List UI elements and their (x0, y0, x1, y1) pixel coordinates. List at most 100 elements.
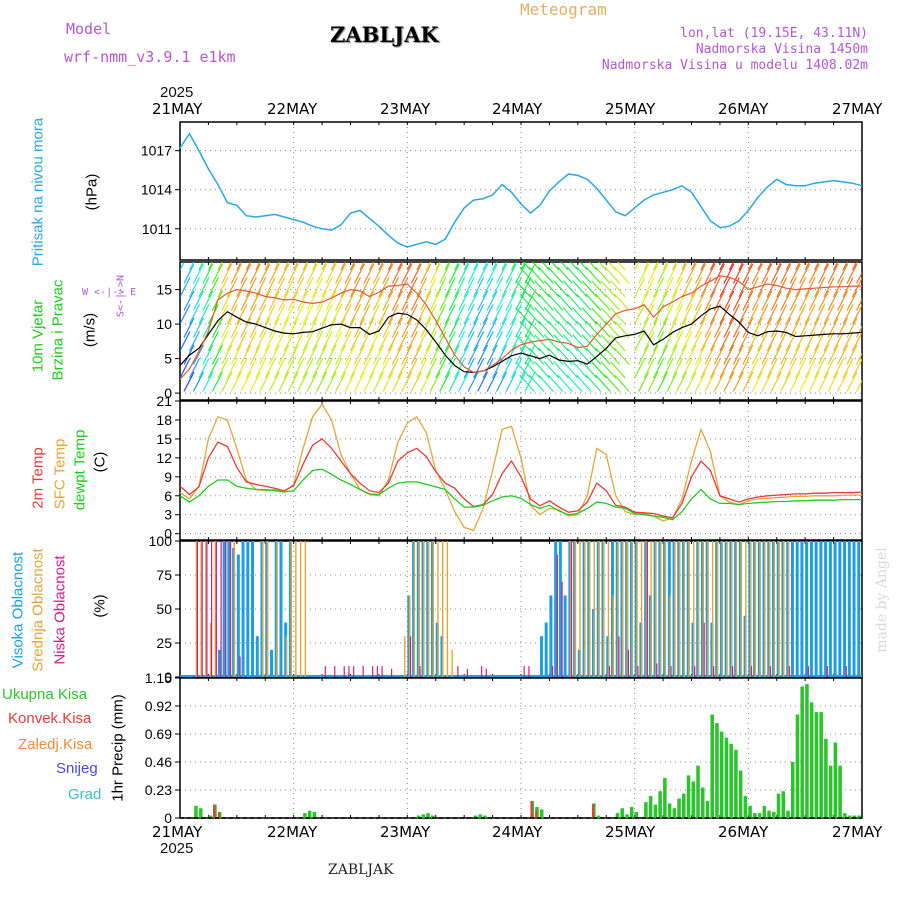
wind-arrow (425, 358, 437, 379)
precip-total-bar (416, 815, 421, 818)
wind-arrow (240, 290, 252, 311)
wind-arrow (766, 262, 773, 271)
wind-arrow (827, 290, 839, 311)
wind-arrow (259, 344, 271, 365)
wind-arrow (463, 262, 469, 271)
wind-arrow (672, 304, 684, 325)
wind-arrow (226, 331, 238, 352)
date-bottom-2: 23MAY (380, 823, 431, 841)
pressure-panel: 1011 1014 1017 (141, 121, 863, 261)
wind-arrow (634, 304, 646, 325)
wind-arrow (363, 317, 375, 338)
precip-total-bar (625, 814, 629, 818)
cloud-low-bar (646, 541, 648, 677)
wind-arrow (183, 344, 195, 365)
wind-arrow (188, 262, 195, 271)
cloud-mid-bar (730, 541, 733, 677)
precip-total-bar (757, 813, 762, 818)
wind-arrow (401, 371, 413, 392)
wind-arrow (789, 263, 801, 284)
cloud-mid-bar (782, 541, 785, 677)
wind-arrow (202, 371, 214, 392)
cloud-low-bar (608, 666, 611, 677)
wind-arrow (353, 290, 366, 311)
precip-total-bar (208, 815, 212, 818)
wind-arrow (397, 331, 409, 352)
wind-arrow (747, 277, 759, 298)
cloud-ytick-label: 50 (156, 601, 172, 617)
wind-arrow (325, 344, 337, 365)
temperature-panel: 0 3 6 9 12 15 18 21 (156, 393, 863, 542)
wind-arrow (770, 290, 782, 311)
wind-arrow (458, 317, 470, 338)
wind-arrow (230, 317, 242, 338)
wind-arrow (751, 344, 763, 365)
wind-arrow (566, 293, 583, 311)
precip-total-bar (672, 808, 677, 818)
wind-arrow (818, 371, 830, 392)
wind-arrow (638, 290, 650, 311)
cloud-high-bar (279, 541, 283, 677)
wind-arrow (331, 331, 343, 352)
wind-arrow (823, 358, 835, 379)
cloud-low-bar (670, 666, 672, 677)
precip-total-bar (648, 796, 653, 818)
wind-arrow (473, 304, 485, 325)
date-bottom-0: 21MAY (152, 823, 203, 841)
wind-arrow (293, 304, 305, 325)
wind-arrow (855, 352, 862, 365)
wind-arrow (312, 331, 324, 352)
wind-arrow (416, 358, 428, 379)
wind-arrow (538, 320, 554, 338)
wind-arrow (520, 331, 532, 352)
wind-arrow (681, 331, 693, 352)
wind-arrow (492, 277, 504, 298)
wind-arrow (524, 344, 536, 365)
cloud-low-bar (225, 541, 227, 677)
wind-arrow (666, 317, 678, 338)
wind-arrow (368, 331, 380, 352)
wind-arrow (439, 263, 451, 284)
wind-speed-line (179, 305, 863, 374)
cloud-low-bar (637, 666, 639, 677)
wind-arrow (344, 263, 356, 284)
precip-ytick-label: 1.15 (145, 670, 172, 686)
wind-arrow (598, 262, 607, 271)
wind-arrow (672, 331, 684, 352)
precip-total-bar (734, 749, 738, 818)
wind-arrow (538, 266, 554, 284)
wind-arrow (666, 290, 678, 311)
date-bottom-6: 27MAY (832, 823, 883, 841)
wind-arrow (420, 290, 432, 311)
cloud-low-bar (220, 541, 222, 677)
wind-arrow (742, 263, 754, 284)
precip-total-bar (653, 804, 658, 818)
wind-arrow (742, 371, 754, 392)
precip-total-bar (312, 811, 317, 818)
wind-arrow (274, 358, 286, 379)
wind-arrow (420, 344, 432, 365)
wind-arrow (557, 374, 573, 392)
wind-arrow (855, 298, 862, 311)
wind-arrow (562, 361, 579, 379)
wind-arrow (851, 304, 862, 325)
cloud-high-bar (843, 541, 847, 677)
wind-arrow (340, 262, 346, 271)
cloud-low-bar (826, 666, 828, 677)
wind-arrow (245, 262, 252, 271)
wind-arrow (528, 347, 545, 365)
wind-arrow (738, 304, 750, 325)
temperature-ytick-label: 12 (156, 450, 172, 466)
wind-arrow (467, 317, 479, 338)
cloud-mid-bar (664, 541, 666, 677)
wind-arrow (595, 347, 611, 365)
wind-arrow (541, 262, 550, 271)
wind-arrow (757, 304, 769, 325)
wind-arrow (255, 262, 261, 271)
wind-arrow (264, 304, 276, 325)
wind-arrow (690, 331, 703, 352)
precip-total-bar (828, 765, 833, 818)
cloud-mid-bar (446, 541, 449, 677)
wind-arrow (653, 358, 665, 379)
wind-arrow (429, 344, 441, 365)
